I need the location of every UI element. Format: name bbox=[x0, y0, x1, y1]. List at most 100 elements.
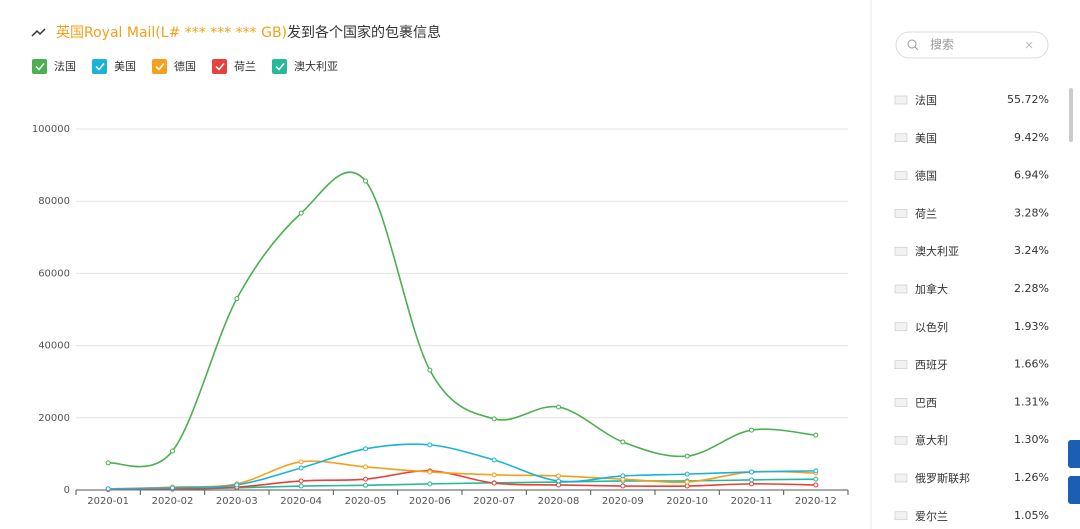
data-point bbox=[749, 427, 754, 433]
data-point bbox=[491, 457, 497, 463]
legend-item[interactable]: 德国 bbox=[152, 59, 196, 74]
flag bbox=[894, 133, 908, 143]
country-name: 俄罗斯联邦 bbox=[915, 472, 970, 485]
clear-icon[interactable] bbox=[1025, 41, 1033, 49]
data-point bbox=[298, 459, 304, 465]
legend-checkbox bbox=[92, 59, 107, 74]
legend-check bbox=[155, 63, 165, 71]
x-tick-label: 2020-05 bbox=[345, 496, 387, 507]
search-box[interactable] bbox=[895, 31, 1049, 59]
data-point bbox=[491, 416, 497, 422]
scrollbar[interactable] bbox=[1069, 88, 1073, 142]
data-point bbox=[491, 472, 497, 478]
legend-check bbox=[215, 63, 225, 71]
data-point bbox=[427, 469, 433, 475]
country-share: 9.42% bbox=[1014, 131, 1049, 144]
country-share: 1.05% bbox=[1014, 509, 1049, 522]
y-tick-label: 20000 bbox=[38, 413, 70, 424]
country-name: 西班牙 bbox=[915, 359, 948, 372]
data-point bbox=[556, 478, 561, 484]
country-name: 美国 bbox=[915, 132, 937, 145]
data-point bbox=[620, 473, 626, 479]
data-point bbox=[234, 482, 240, 488]
flag bbox=[894, 246, 908, 256]
x-tick-label: 2020-08 bbox=[538, 496, 580, 507]
data-point bbox=[749, 477, 754, 483]
data-point bbox=[105, 486, 111, 492]
legend-label: 澳大利亚 bbox=[294, 59, 338, 73]
data-point bbox=[363, 476, 368, 482]
x-tick-label: 2020-04 bbox=[280, 496, 322, 507]
series-line bbox=[108, 460, 816, 490]
flag bbox=[894, 284, 908, 294]
data-point bbox=[298, 478, 304, 484]
series-line bbox=[108, 470, 816, 491]
legend-checkbox bbox=[152, 59, 167, 74]
data-point bbox=[684, 479, 690, 485]
data-point bbox=[298, 483, 304, 489]
search-placeholder: 搜索 bbox=[930, 37, 954, 52]
x-tick-label: 2020-03 bbox=[216, 496, 258, 507]
series-line bbox=[108, 443, 816, 490]
country-share: 6.94% bbox=[1014, 169, 1049, 182]
data-point bbox=[491, 480, 497, 486]
country-share: 3.28% bbox=[1014, 206, 1049, 219]
side-button[interactable] bbox=[1068, 476, 1080, 504]
country-share: 1.30% bbox=[1014, 433, 1049, 446]
x-tick-label: 2020-01 bbox=[87, 496, 129, 507]
y-tick-label: 100000 bbox=[32, 124, 70, 135]
data-point bbox=[813, 468, 819, 474]
flag bbox=[894, 435, 908, 445]
flag bbox=[894, 511, 908, 521]
data-point bbox=[813, 476, 819, 482]
legend-check bbox=[35, 63, 45, 71]
chart-title: 英国Royal Mail(L# *** *** *** GB)发到各个国家的包裹… bbox=[56, 24, 441, 41]
data-point bbox=[170, 485, 175, 491]
data-point bbox=[427, 481, 433, 487]
data-point bbox=[749, 481, 754, 487]
data-point bbox=[684, 471, 690, 477]
data-point bbox=[298, 465, 304, 471]
country-name: 意大利 bbox=[915, 433, 948, 447]
country-share: 1.93% bbox=[1014, 320, 1049, 333]
title-rest: 发到各个国家的包裹信息 bbox=[287, 24, 441, 41]
country-name: 德国 bbox=[915, 169, 937, 183]
y-tick-label: 0 bbox=[64, 485, 70, 496]
x-tick-label: 2020-10 bbox=[666, 496, 708, 507]
flag bbox=[894, 398, 908, 407]
legend-item[interactable]: 美国 bbox=[92, 59, 136, 74]
x-tick-label: 2020-07 bbox=[473, 496, 515, 507]
data-point bbox=[813, 432, 819, 438]
flag bbox=[894, 209, 908, 218]
title-highlight: 英国Royal Mail(L# *** *** *** GB) bbox=[56, 24, 287, 41]
legend-item[interactable]: 澳大利亚 bbox=[272, 59, 338, 74]
flag bbox=[894, 171, 908, 180]
data-point bbox=[684, 453, 690, 459]
data-point bbox=[427, 442, 433, 448]
data-point bbox=[170, 448, 175, 454]
y-tick-label: 60000 bbox=[38, 268, 70, 279]
legend-item[interactable]: 荷兰 bbox=[212, 59, 256, 74]
side-button[interactable] bbox=[1068, 440, 1080, 468]
data-point bbox=[363, 464, 368, 470]
data-point bbox=[556, 404, 561, 410]
data-point bbox=[684, 483, 690, 489]
country-name: 以色列 bbox=[915, 320, 948, 334]
flag bbox=[894, 322, 908, 332]
country-share: 1.26% bbox=[1014, 471, 1049, 484]
flag bbox=[894, 360, 908, 369]
legend-label: 法国 bbox=[54, 59, 76, 73]
data-point bbox=[749, 469, 754, 475]
data-point bbox=[363, 482, 368, 488]
legend-item[interactable]: 法国 bbox=[32, 59, 76, 74]
x-tick-label: 2020-09 bbox=[602, 496, 644, 507]
country-share: 1.66% bbox=[1014, 358, 1049, 371]
data-point bbox=[363, 446, 368, 452]
search-icon bbox=[914, 46, 919, 51]
data-point bbox=[620, 483, 626, 489]
country-name: 澳大利亚 bbox=[915, 244, 959, 258]
data-point bbox=[298, 210, 304, 216]
country-name: 巴西 bbox=[915, 396, 937, 409]
